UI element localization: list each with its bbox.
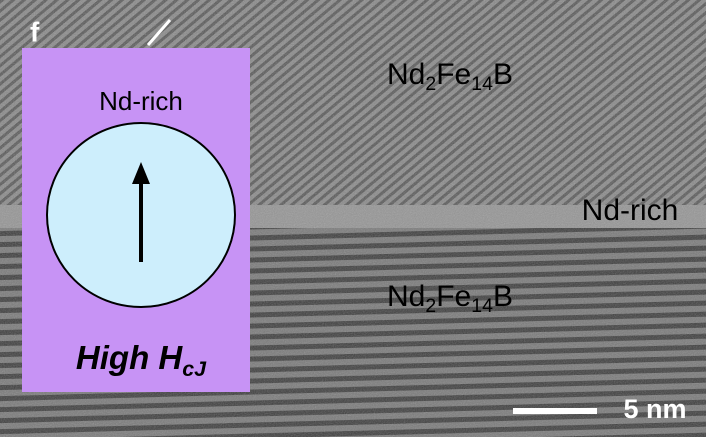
text-segment: Fe bbox=[436, 280, 471, 313]
text-segment: Nd bbox=[387, 280, 425, 313]
phase-label: Nd2Fe14B bbox=[387, 280, 513, 317]
subscript: 2 bbox=[425, 73, 436, 95]
inset-region-label: Nd-rich bbox=[99, 86, 183, 116]
subscript: 2 bbox=[425, 295, 436, 317]
subscript: cJ bbox=[182, 357, 207, 381]
boundary-label: Nd-rich bbox=[582, 194, 679, 227]
text-segment: B bbox=[493, 58, 513, 91]
text-segment: High H bbox=[76, 339, 183, 376]
text-segment: Nd bbox=[387, 58, 425, 91]
panel-label: f bbox=[30, 16, 40, 47]
micrograph-figure: f Nd-rich High HcJ Nd2Fe14B Nd-rich Nd2F… bbox=[0, 0, 706, 437]
text-segment: Fe bbox=[436, 58, 471, 91]
phase-label: Nd2Fe14B bbox=[387, 58, 513, 95]
subscript: 14 bbox=[471, 295, 493, 317]
scale-label: 5 nm bbox=[623, 394, 686, 424]
text-segment: B bbox=[493, 280, 513, 313]
subscript: 14 bbox=[471, 73, 493, 95]
